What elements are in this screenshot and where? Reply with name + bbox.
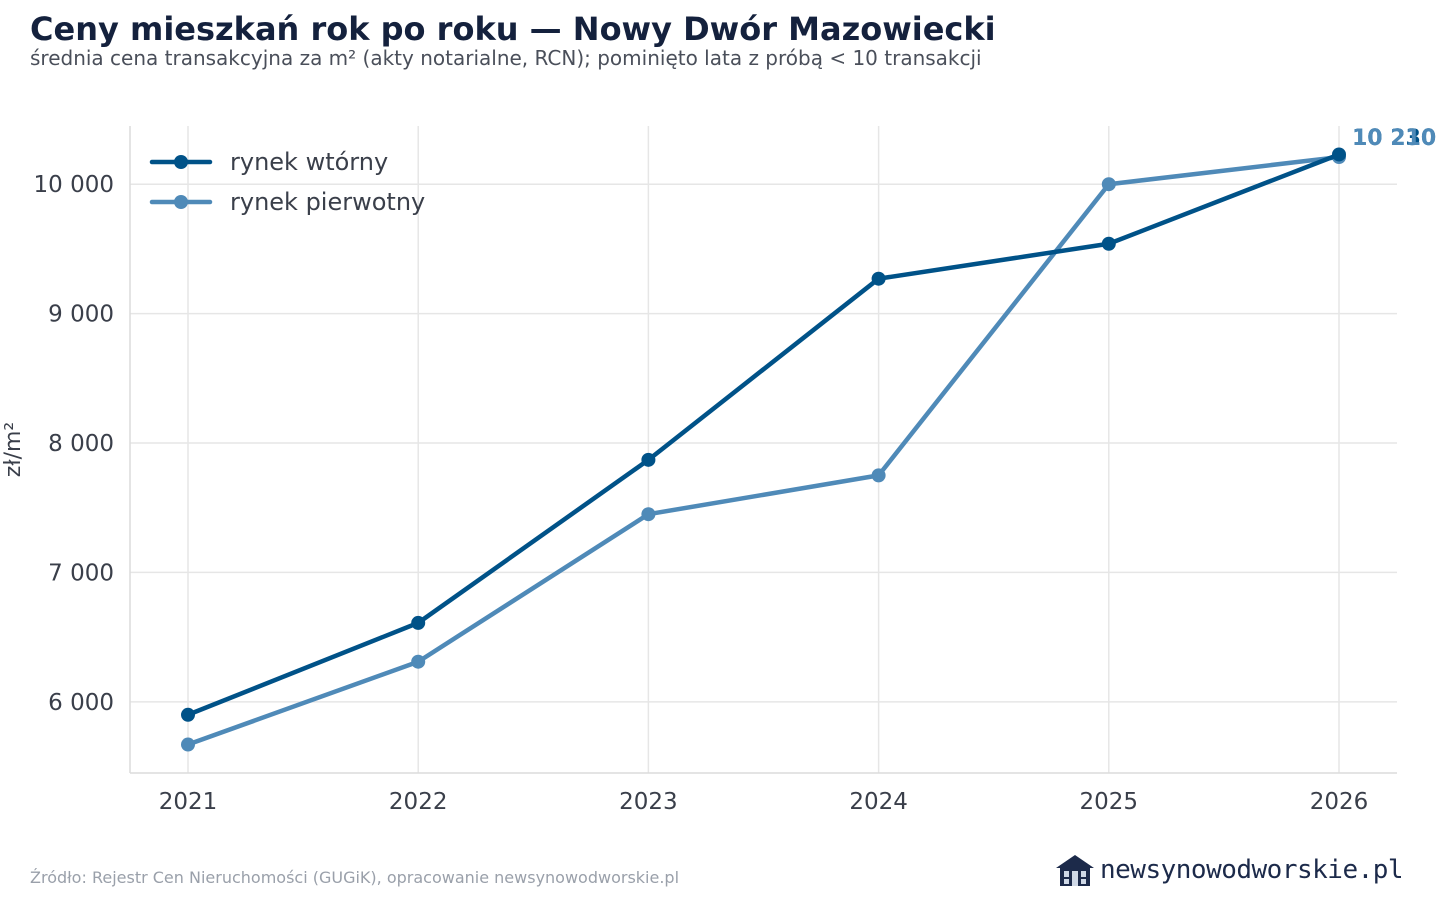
data-point bbox=[411, 654, 426, 669]
y-tick-label: 8 000 bbox=[48, 431, 114, 457]
y-axis-label: zł/m² bbox=[1, 422, 26, 477]
data-point bbox=[641, 507, 656, 522]
axes: 6 000 7 000 8 000 9 000 10 000 2021 2022 2023 20… bbox=[1, 126, 1397, 815]
y-tick-label: 6 000 bbox=[48, 690, 114, 716]
data-point bbox=[181, 737, 195, 752]
y-tick-label: 9 000 bbox=[48, 302, 114, 328]
house-icon bbox=[1056, 855, 1094, 886]
end-value-label: 10 230 bbox=[1352, 126, 1436, 151]
x-tick-label: 2022 bbox=[389, 789, 448, 815]
chart-title: Ceny mieszkań rok po roku — Nowy Dwór Ma… bbox=[30, 10, 996, 48]
x-tick-label: 2024 bbox=[849, 789, 908, 815]
data-point bbox=[871, 271, 886, 286]
series-line bbox=[185, 154, 1342, 747]
data-point bbox=[1101, 236, 1116, 251]
brand-logo: newsynowodworskie.pl bbox=[1054, 852, 1404, 888]
data-point bbox=[641, 452, 656, 467]
data-point bbox=[181, 707, 195, 722]
data-point bbox=[411, 615, 426, 630]
legend-label: rynek wtórny bbox=[230, 148, 388, 176]
data-point bbox=[1332, 147, 1346, 162]
y-tick-label: 10 000 bbox=[34, 172, 114, 198]
legend-label: rynek pierwotny bbox=[230, 188, 425, 216]
legend: rynek wtórny rynek pierwotny bbox=[149, 148, 425, 216]
source-note: Źródło: Rejestr Cen Nieruchomości (GUGiK… bbox=[30, 868, 680, 887]
end-value-label: 10 210 bbox=[1352, 126, 1436, 151]
x-tick-label: 2025 bbox=[1080, 789, 1139, 815]
data-point bbox=[871, 468, 886, 483]
series-line bbox=[185, 152, 1342, 718]
chart-subtitle: średnia cena transakcyjna za m² (akty no… bbox=[30, 46, 982, 70]
x-tick-label: 2021 bbox=[159, 789, 218, 815]
data-point bbox=[1101, 177, 1116, 192]
y-tick-label: 7 000 bbox=[48, 560, 114, 586]
legend-marker bbox=[174, 155, 188, 169]
x-tick-label: 2023 bbox=[619, 789, 678, 815]
brand-text: newsynowodworskie.pl bbox=[1100, 855, 1404, 885]
series-lines bbox=[181, 147, 1346, 752]
x-tick-label: 2026 bbox=[1310, 789, 1369, 815]
grid-lines bbox=[130, 126, 1397, 773]
legend-marker bbox=[174, 195, 188, 209]
